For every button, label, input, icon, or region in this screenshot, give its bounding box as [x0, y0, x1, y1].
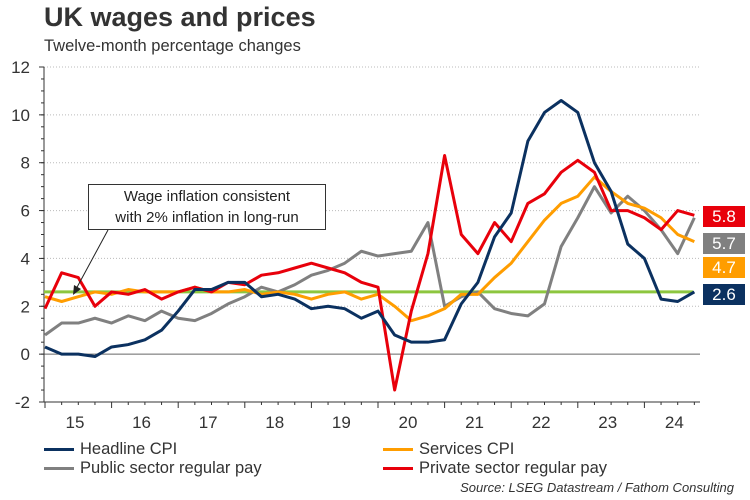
- y-tick-label: 0: [21, 345, 30, 364]
- series-line-public-sector-regular-pay: [44, 185, 696, 337]
- series-line-services-cpi: [44, 175, 695, 323]
- annotation-line-1: Wage inflation consistent: [123, 188, 291, 205]
- x-tick-label: 23: [598, 413, 617, 432]
- legend-label: Public sector regular pay: [80, 459, 262, 477]
- legend-swatch: [44, 448, 74, 451]
- legend-label: Headline CPI: [80, 440, 178, 458]
- y-tick-label: 4: [21, 249, 30, 268]
- x-tick-label: 19: [332, 413, 351, 432]
- badge-headline-cpi: 2.6: [703, 284, 745, 305]
- badge-value: 4.7: [712, 258, 736, 277]
- y-tick-label: 2: [21, 297, 30, 316]
- legend-item-public-pay: Public sector regular pay: [44, 459, 262, 478]
- legend-swatch: [44, 467, 74, 470]
- annotation-box: Wage inflation consistent with 2% inflat…: [88, 184, 326, 230]
- chart-title: UK wages and prices: [44, 2, 316, 32]
- badge-services-cpi: 4.7: [703, 257, 745, 278]
- series-line-headline-cpi: [44, 99, 696, 359]
- legend-item-services-cpi: Services CPI: [383, 440, 514, 459]
- x-tick-label: 17: [199, 413, 218, 432]
- annotation-arrowhead: [73, 285, 81, 295]
- annotation-arrow: [74, 229, 109, 292]
- y-tick-label: 8: [21, 154, 30, 173]
- annotation-line-2: with 2% inflation in long-run: [115, 209, 299, 226]
- badge-private-pay: 5.8: [703, 206, 745, 227]
- badge-public-pay: 5.7: [703, 233, 745, 254]
- x-tick-label: 24: [665, 413, 684, 432]
- x-tick-label: 22: [532, 413, 551, 432]
- x-tick-label: 18: [265, 413, 284, 432]
- badge-value: 5.7: [712, 234, 736, 253]
- badge-value: 2.6: [712, 285, 736, 304]
- legend-label: Services CPI: [419, 440, 515, 458]
- legend-item-private-pay: Private sector regular pay: [383, 459, 607, 478]
- chart-subtitle: Twelve-month percentage changes: [44, 37, 301, 55]
- legend-swatch: [383, 467, 413, 470]
- x-tick-label: 15: [66, 413, 85, 432]
- y-tick-label: -2: [15, 393, 30, 412]
- legend-label: Private sector regular pay: [419, 459, 608, 477]
- badge-value: 5.8: [712, 207, 736, 226]
- x-tick-label: 21: [465, 413, 484, 432]
- series-line-private-sector-regular-pay: [43, 154, 695, 392]
- source-note: Source: LSEG Datastream / Fathom Consult…: [460, 480, 734, 495]
- y-tick-label: 12: [11, 58, 30, 77]
- y-tick-label: 6: [21, 202, 30, 221]
- x-tick-label: 16: [132, 413, 151, 432]
- y-tick-label: 10: [11, 106, 30, 125]
- x-tick-label: 20: [399, 413, 418, 432]
- legend-swatch: [383, 448, 413, 451]
- legend-item-headline-cpi: Headline CPI: [44, 440, 177, 459]
